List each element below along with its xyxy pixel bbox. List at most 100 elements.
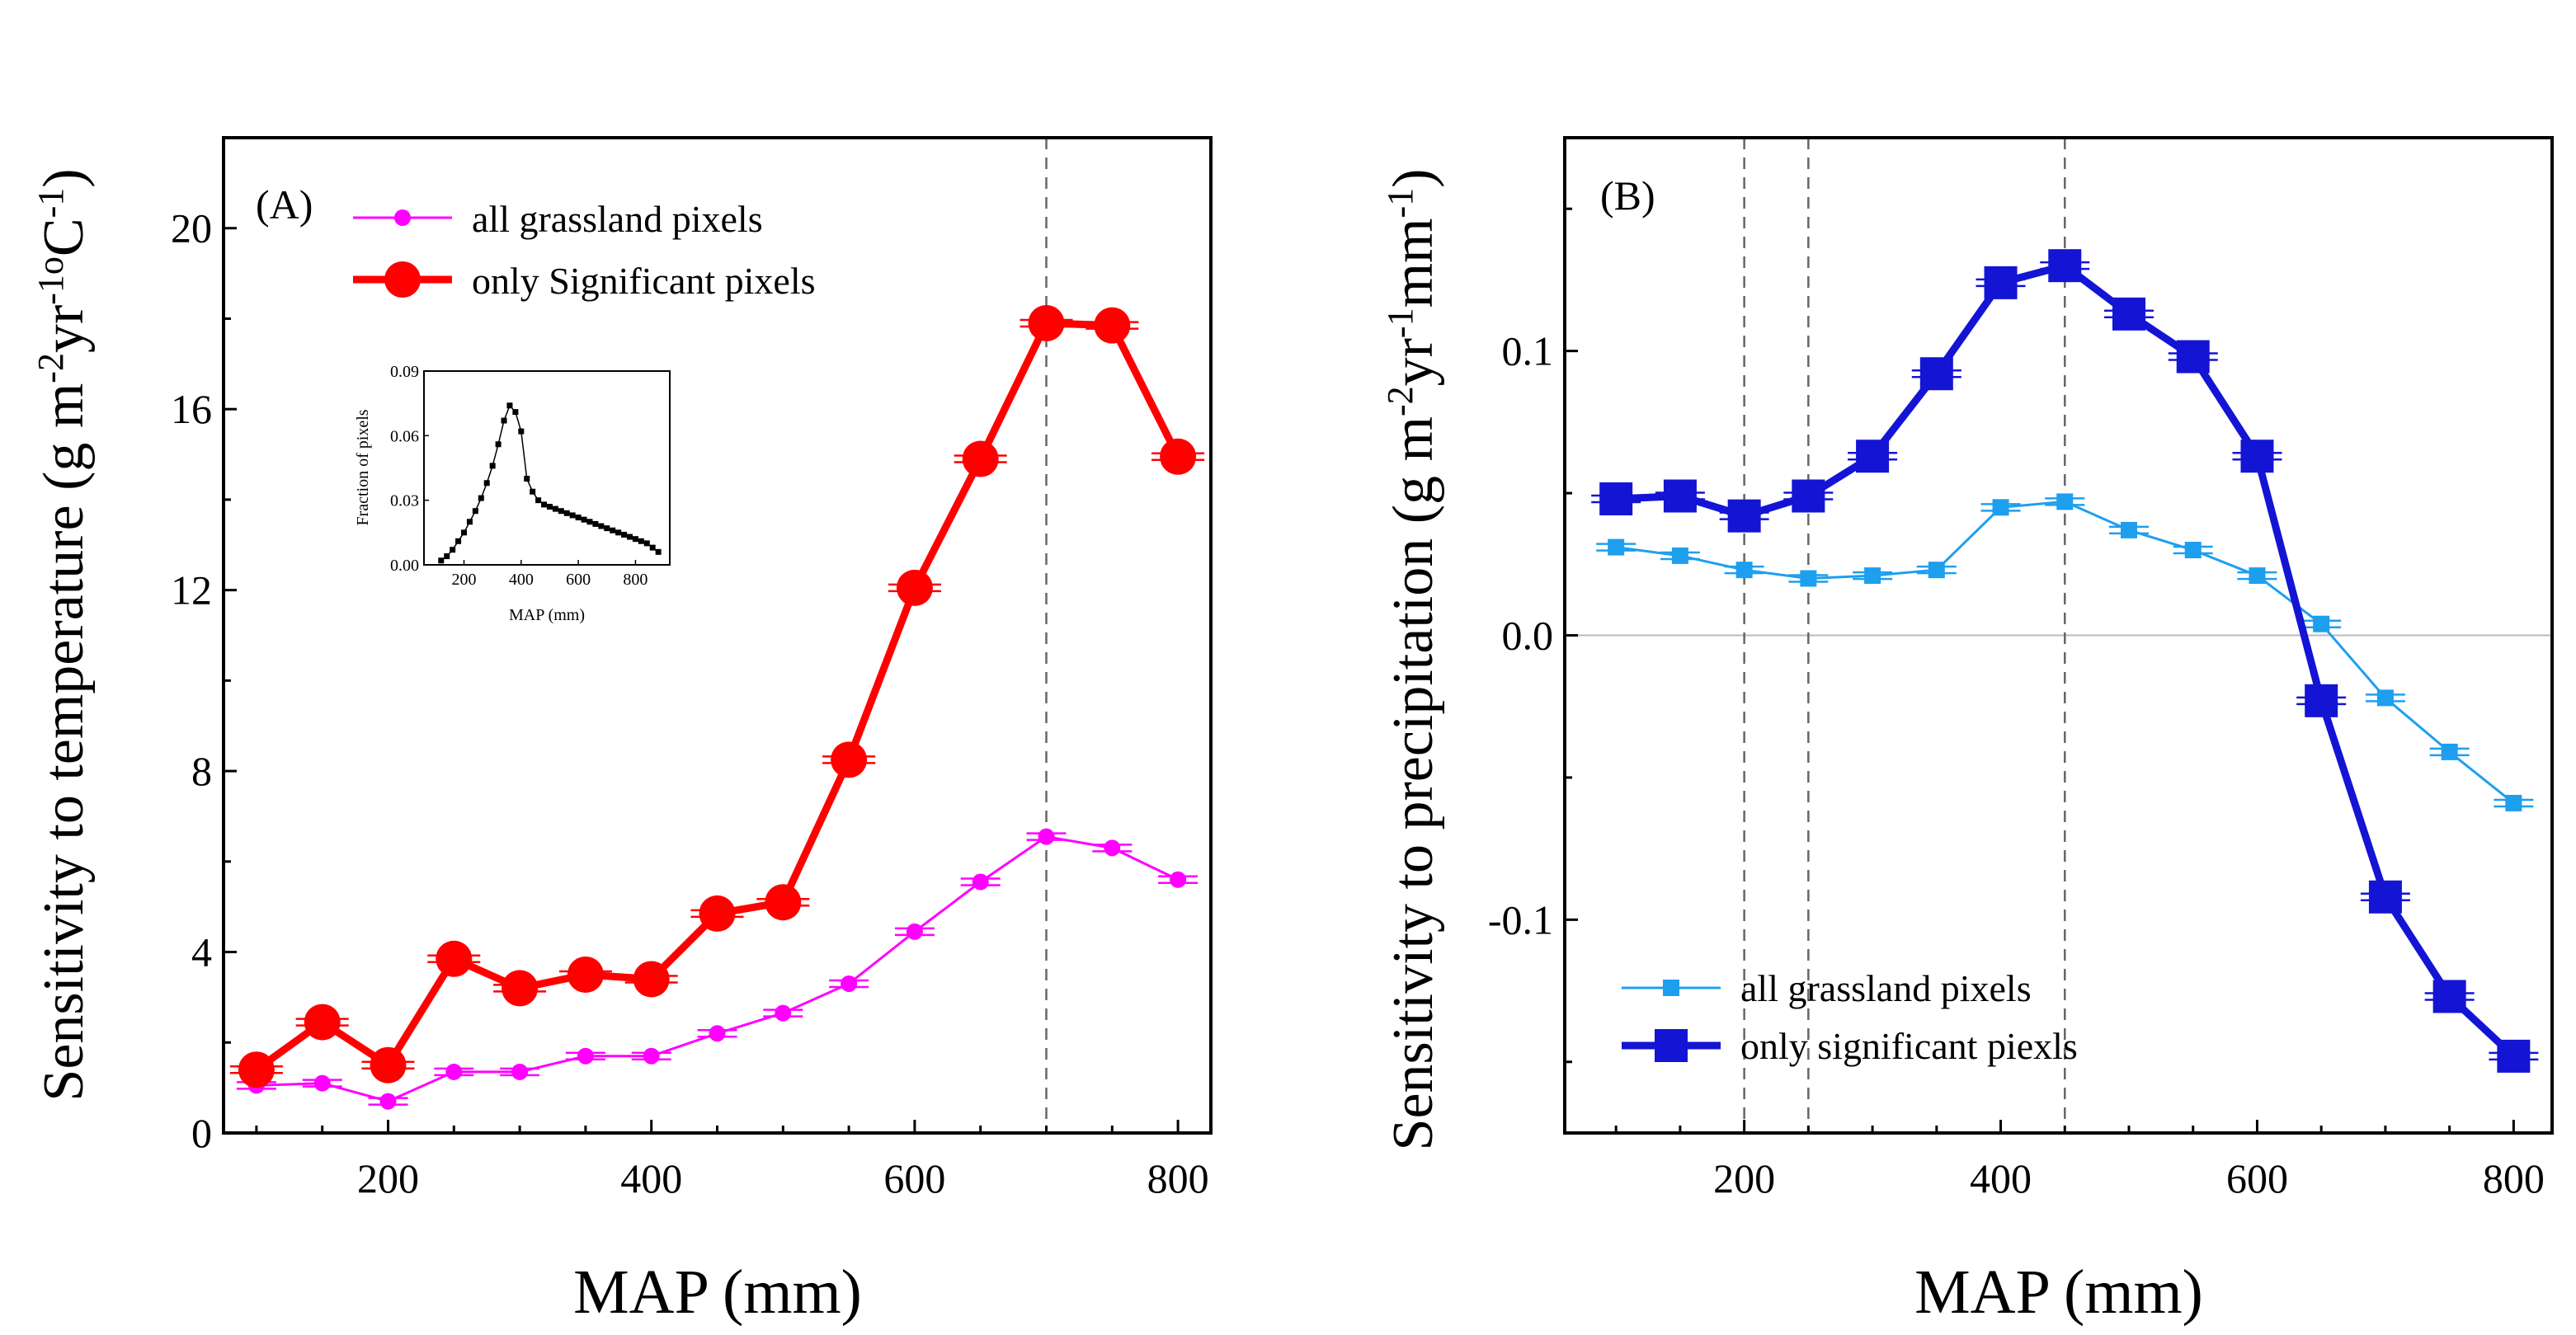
inset-data-point: [524, 476, 530, 482]
inset-data-point: [438, 557, 445, 564]
inset-data-point: [472, 508, 478, 515]
legend-label: only significant piexls: [1740, 1025, 2078, 1067]
data-point: [313, 1074, 331, 1092]
data-point: [765, 884, 802, 921]
data-point: [1160, 438, 1197, 475]
data-point: [2056, 493, 2074, 510]
legend-label: all grassland pixels: [472, 198, 763, 240]
series-all-grassland: [1596, 493, 2534, 811]
inset-x-tick-label: 200: [452, 571, 477, 589]
data-point: [238, 1051, 275, 1088]
data-point: [2184, 542, 2202, 559]
inset-data-point: [518, 428, 525, 435]
y-tick-label: -0.1: [1488, 896, 1553, 942]
x-tick-label: 200: [1713, 1155, 1775, 1201]
data-point: [1038, 828, 1055, 845]
inset-data-point: [512, 409, 519, 416]
inset-frame: [423, 370, 671, 566]
inset-data-point: [558, 508, 564, 515]
inset-data-point: [592, 520, 599, 527]
inset-data-point: [598, 523, 605, 529]
data-point: [2249, 567, 2266, 585]
x-tick-label: 200: [357, 1155, 419, 1201]
data-point: [436, 940, 473, 977]
data-point: [1800, 570, 1817, 587]
data-point: [2376, 689, 2394, 707]
data-point: [2240, 440, 2274, 473]
series-only-significant: [1591, 249, 2539, 1073]
inset-data-point: [552, 505, 558, 512]
inset-data-point: [626, 534, 633, 540]
data-point: [2505, 794, 2522, 811]
data-point: [896, 569, 933, 606]
inset-chart: 200 400 600 800 0.00 0.03 0.06 0.09 MAP (mm) F…: [354, 363, 671, 624]
y-tick-label: 4: [191, 929, 212, 975]
data-point: [2441, 743, 2458, 760]
legend: all grassland pixels only Significant pi…: [353, 198, 816, 302]
inset-data-point: [610, 527, 616, 534]
inset-data-point: [604, 525, 610, 532]
inset-data-point: [569, 512, 576, 519]
inset-x-tick-label: 400: [509, 571, 534, 589]
inset-data-point: [643, 540, 650, 547]
legend-item-all-grassland: all grassland pixels: [353, 198, 763, 240]
legend-label: all grassland pixels: [1740, 967, 2032, 1009]
data-point: [1663, 479, 1697, 513]
y-tick-label: 0.1: [1502, 328, 1554, 374]
vertical-reference-lines: [1743, 138, 2066, 1133]
y-axis-ticks: 0 4 8 12 16 20: [171, 136, 237, 1156]
inset-data-point: [541, 501, 548, 508]
y-tick-label: 0.0: [1502, 613, 1554, 659]
data-point: [1104, 839, 1121, 857]
inset-x-ticks: 200 400 600 800: [452, 560, 648, 589]
inset-series: [438, 402, 662, 564]
inset-data-point: [455, 538, 462, 544]
x-tick-label: 600: [2226, 1155, 2288, 1201]
x-axis-label: MAP (mm): [573, 1257, 862, 1327]
inset-y-tick-label: 0.03: [390, 492, 419, 510]
data-point: [906, 923, 923, 940]
panel-a-temperature: 200 400 600 800 0 4 8 12 16 20 (A) all grassland…: [31, 136, 1213, 1327]
series-only-significant: [229, 304, 1205, 1088]
legend-item-all-grassland: all grassland pixels: [1622, 967, 2032, 1009]
inset-data-point: [450, 547, 456, 553]
series-all-grassland: [236, 828, 1199, 1110]
x-tick-label: 600: [883, 1155, 945, 1201]
inset-y-ticks: 0.00 0.03 0.06 0.09: [390, 363, 429, 575]
inset-y-tick-label: 0.00: [390, 557, 419, 575]
inset-data-point: [563, 510, 570, 516]
x-tick-label: 400: [620, 1155, 682, 1201]
legend-item-only-significant: only significant piexls: [1622, 1025, 2078, 1067]
x-tick-label: 800: [2483, 1155, 2545, 1201]
data-point: [1608, 538, 1625, 556]
data-point: [2176, 340, 2210, 374]
data-point: [1856, 440, 1890, 473]
inset-data-point: [546, 504, 553, 510]
y-tick-label: 20: [171, 205, 212, 251]
data-point: [502, 970, 539, 1007]
legend-label: only Significant pixels: [472, 260, 816, 302]
inset-x-tick-label: 800: [623, 571, 648, 589]
data-point: [2121, 521, 2137, 538]
panel-label: (A): [256, 181, 313, 228]
inset-data-point: [581, 516, 587, 523]
data-point: [1671, 547, 1688, 564]
data-point: [1599, 482, 1633, 515]
inset-y-tick-label: 0.09: [390, 363, 419, 381]
inset-x-tick-label: 600: [566, 571, 591, 589]
legend: all grassland pixels only significant pi…: [1622, 967, 2078, 1067]
x-axis-ticks: 200 400 600 800: [1614, 1120, 2545, 1201]
y-tick-label: 0: [191, 1110, 212, 1156]
y-axis-label: Sensitivity to precipitation (g m-2yr-1m…: [1380, 169, 1446, 1151]
data-point: [643, 1047, 660, 1065]
x-axis-ticks: 200 400 600 800: [255, 1120, 1209, 1201]
data-point: [2048, 249, 2082, 283]
inset-data-point: [495, 441, 502, 448]
data-point: [699, 895, 736, 932]
data-point: [1992, 499, 2009, 516]
inset-data-point: [501, 417, 507, 424]
legend-item-only-significant: only Significant pixels: [353, 260, 816, 302]
data-point: [1792, 479, 1825, 513]
y-axis-ticks: -0.1 0.0 0.1: [1488, 207, 1578, 1064]
